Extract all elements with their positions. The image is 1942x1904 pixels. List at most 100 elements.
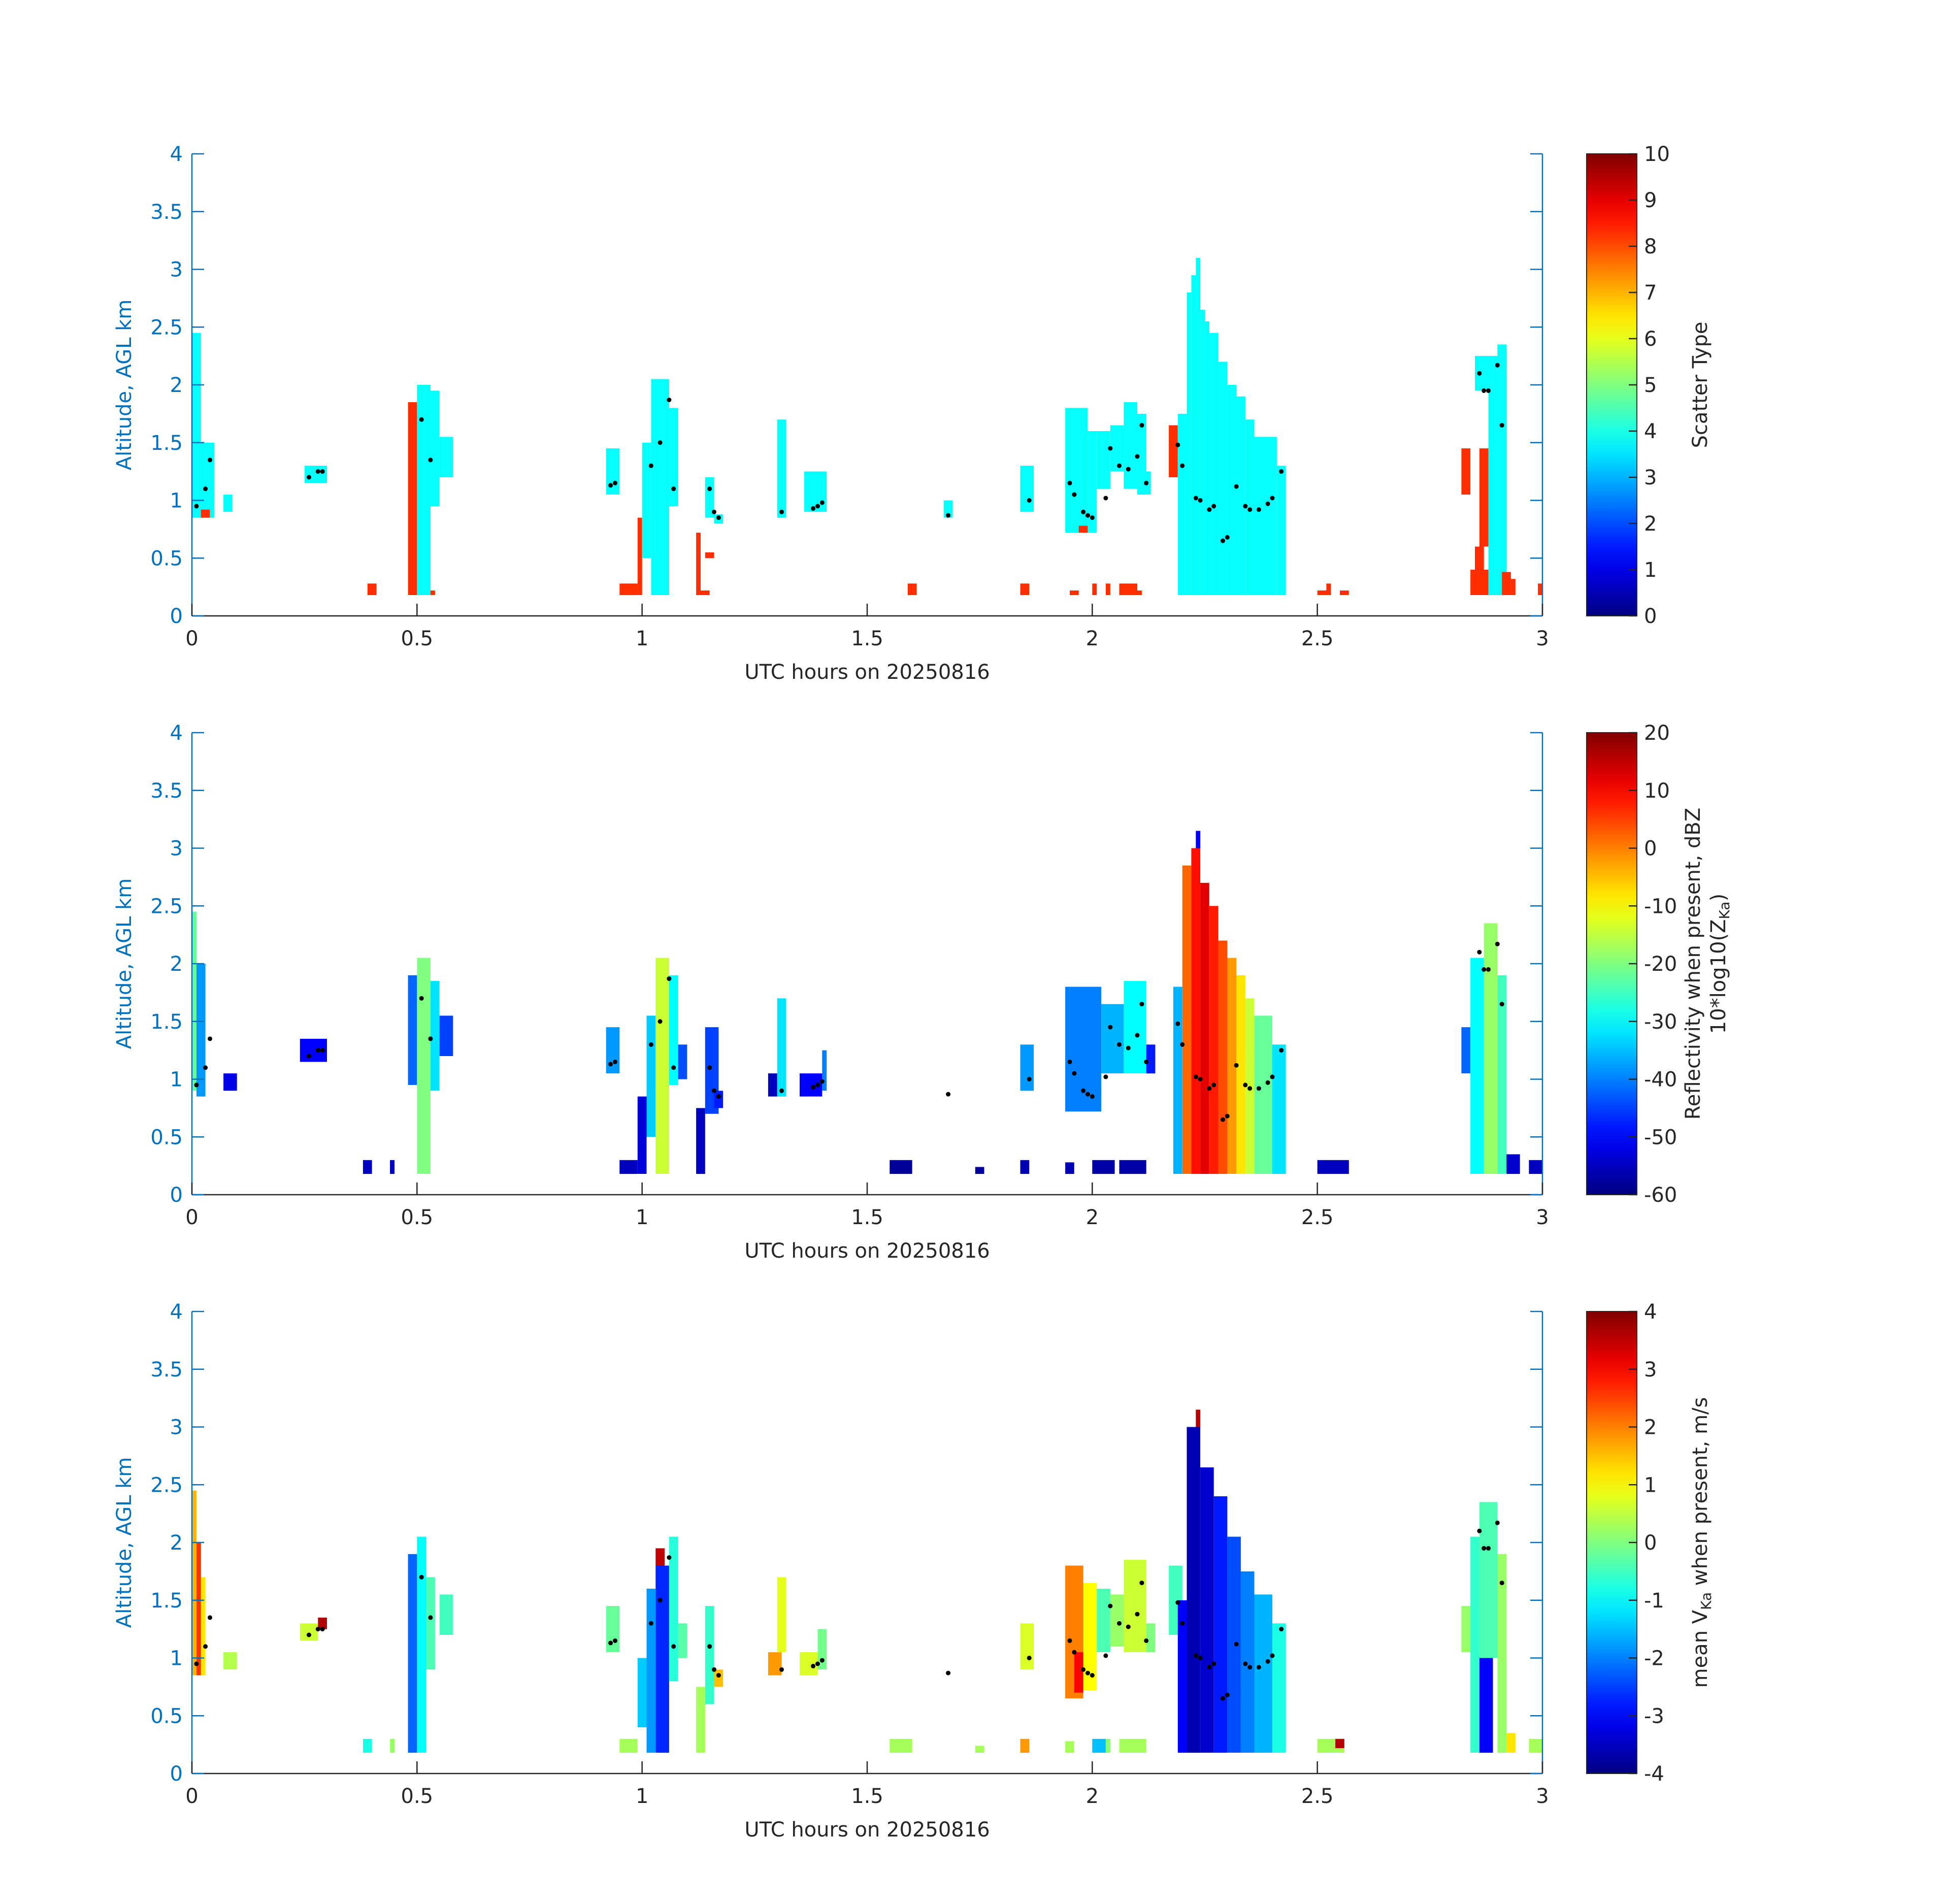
- heatmap-cell: [1187, 292, 1192, 595]
- heatmap-cell: [363, 1738, 372, 1753]
- y-tick-label: 3.5: [150, 779, 183, 803]
- heatmap-cell: [1065, 408, 1088, 533]
- marker-point: [1495, 941, 1500, 946]
- heatmap-cell: [1461, 448, 1471, 495]
- heatmap-cell: [1218, 362, 1228, 595]
- marker-point: [1279, 1048, 1284, 1053]
- heatmap-cell: [1254, 1015, 1272, 1174]
- marker-point: [1234, 1063, 1239, 1068]
- y-tick-label: 4: [170, 1300, 183, 1324]
- marker-point: [1198, 1077, 1203, 1081]
- marker-point: [1221, 1117, 1225, 1122]
- heatmap-cell: [822, 1050, 827, 1091]
- marker-point: [667, 1555, 672, 1560]
- marker-point: [712, 509, 716, 514]
- marker-point: [1207, 1665, 1212, 1670]
- heatmap-cell: [1105, 583, 1110, 596]
- heatmap-cell: [1065, 1162, 1074, 1174]
- heatmap-cell: [1119, 1738, 1146, 1753]
- y-axis-label: Altitude, AGL km: [113, 1457, 136, 1628]
- colorbar-label-close: ): [1707, 894, 1730, 902]
- y-tick-label: 2: [170, 374, 183, 397]
- heatmap-cell: [439, 1015, 453, 1056]
- marker-point: [1027, 1077, 1032, 1081]
- colorbar-tick-label: 10: [1644, 143, 1670, 166]
- heatmap-cell: [1254, 1594, 1272, 1753]
- colorbar-label: Scatter Type: [1689, 322, 1712, 448]
- colorbar-tick-label: -20: [1644, 953, 1677, 976]
- heatmap-cell: [223, 495, 233, 512]
- marker-point: [1279, 1627, 1284, 1632]
- x-tick-label: 1.5: [851, 1206, 883, 1229]
- heatmap-cell: [1020, 466, 1034, 512]
- marker-point: [1211, 1661, 1216, 1666]
- marker-point: [819, 1079, 825, 1084]
- marker-point: [1477, 949, 1482, 955]
- marker-point: [1225, 1113, 1230, 1119]
- marker-point: [608, 1640, 613, 1646]
- colorbar-tick-label: -10: [1644, 895, 1677, 918]
- heatmap-cell: [192, 333, 201, 518]
- y-tick-label: 1: [170, 1068, 183, 1092]
- heatmap-cell: [1078, 526, 1088, 533]
- marker-point: [1256, 507, 1261, 512]
- colorbar-tick-label: 5: [1644, 374, 1657, 397]
- heatmap-cell: [637, 1096, 647, 1174]
- marker-point: [1265, 1080, 1270, 1085]
- heatmap-cell: [1020, 1623, 1034, 1670]
- marker-point: [648, 1621, 653, 1626]
- marker-point: [1067, 1638, 1072, 1643]
- heatmap-cells: [192, 257, 1542, 596]
- heatmap-cell: [367, 583, 377, 596]
- marker-point: [1207, 507, 1212, 512]
- heatmap-cell: [1317, 590, 1331, 596]
- heatmap-cell: [1074, 1652, 1083, 1693]
- y-tick-label: 1.5: [150, 432, 183, 455]
- marker-point: [1090, 515, 1095, 520]
- marker-series: [194, 941, 1504, 1122]
- heatmap-cell: [1177, 413, 1187, 596]
- heatmap-cell: [1092, 1738, 1106, 1753]
- heatmap-cell: [619, 583, 638, 596]
- heatmap-cell: [619, 1160, 638, 1174]
- marker-point: [194, 1082, 199, 1088]
- marker-point: [1067, 1059, 1072, 1064]
- marker-point: [1225, 1692, 1230, 1697]
- marker-point: [657, 440, 663, 445]
- heatmap-cell: [439, 437, 453, 477]
- marker-point: [716, 515, 721, 520]
- heatmap-cell: [696, 1108, 705, 1174]
- marker-point: [1499, 1581, 1504, 1586]
- colorbar-label-main: mean V: [1689, 1610, 1712, 1688]
- heatmap-cell: [390, 1738, 394, 1753]
- y-tick-label: 0.5: [150, 1704, 183, 1728]
- heatmap-cell: [646, 1015, 656, 1137]
- panels: 0 0.5 1 1.5 2 2.5 3 3.5 4 0 0.5 1 1.5 2 2.5 3 UTC hours …: [113, 143, 1733, 1842]
- marker-point: [203, 1065, 208, 1070]
- marker-point: [194, 504, 199, 509]
- marker-point: [815, 1082, 820, 1088]
- heatmap-cell: [223, 1073, 237, 1091]
- heatmap-cell: [1065, 1741, 1074, 1753]
- marker-point: [1243, 504, 1248, 509]
- heatmap-cell: [669, 1536, 678, 1681]
- marker-point: [1175, 1600, 1180, 1605]
- heatmap-cell: [1124, 402, 1137, 489]
- heatmap-cell: [655, 1565, 669, 1753]
- x-tick-label: 0.5: [401, 1785, 434, 1808]
- panel-1: 0 0.5 1 1.5 2 2.5 3 3.5 4 0 0.5 1 1.5 2 2.5 3 UTC hours …: [113, 143, 1712, 684]
- marker-point: [1117, 1042, 1122, 1047]
- y-tick-label: 0.5: [150, 1126, 183, 1149]
- heatmap-cell: [196, 1542, 201, 1676]
- heatmap-cell: [1240, 1571, 1255, 1753]
- heatmap-cell: [777, 998, 786, 1097]
- heatmap-cell: [1177, 1600, 1187, 1753]
- y-tick-label: 0: [170, 1762, 183, 1786]
- marker-point: [1486, 1546, 1491, 1551]
- marker-point: [1270, 1653, 1275, 1658]
- marker-point: [779, 1088, 784, 1093]
- heatmap-cell: [1479, 1502, 1498, 1658]
- x-tick-label: 2: [1086, 627, 1099, 650]
- heatmap-cell: [1191, 275, 1196, 596]
- heatmap-cell: [1497, 975, 1506, 1174]
